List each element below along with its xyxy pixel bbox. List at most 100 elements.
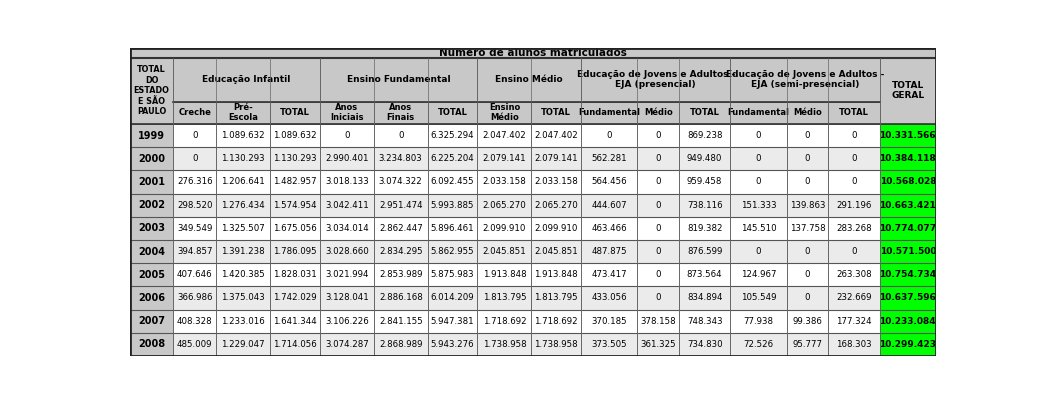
Text: TOTAL
GERAL: TOTAL GERAL bbox=[891, 81, 925, 100]
Text: 5.896.461: 5.896.461 bbox=[431, 224, 474, 233]
Text: 5.875.983: 5.875.983 bbox=[431, 270, 474, 279]
Text: 0: 0 bbox=[805, 131, 810, 140]
Bar bbox=[638, 263, 679, 286]
Bar bbox=[638, 124, 679, 147]
Text: 2000: 2000 bbox=[138, 154, 165, 164]
Bar bbox=[828, 124, 880, 147]
Text: 0: 0 bbox=[851, 178, 857, 186]
Text: 0: 0 bbox=[655, 201, 661, 210]
Text: 1.420.385: 1.420.385 bbox=[222, 270, 265, 279]
Text: 10.331.566: 10.331.566 bbox=[880, 131, 936, 140]
Bar bbox=[270, 124, 320, 147]
Text: 819.382: 819.382 bbox=[686, 224, 723, 233]
Text: 366.986: 366.986 bbox=[177, 294, 212, 302]
Bar bbox=[880, 310, 936, 333]
Text: 2007: 2007 bbox=[138, 316, 165, 326]
Text: 0: 0 bbox=[606, 131, 612, 140]
Text: Pré-
Escola: Pré- Escola bbox=[228, 103, 258, 122]
Text: 283.268: 283.268 bbox=[836, 224, 872, 233]
Bar bbox=[638, 217, 679, 240]
Text: 876.599: 876.599 bbox=[687, 247, 723, 256]
Bar bbox=[373, 310, 427, 333]
Bar bbox=[679, 194, 730, 217]
Bar bbox=[373, 170, 427, 194]
Text: 1.482.957: 1.482.957 bbox=[274, 178, 317, 186]
Bar bbox=[373, 194, 427, 217]
Bar bbox=[581, 333, 638, 356]
Bar bbox=[130, 263, 173, 286]
Bar bbox=[730, 217, 786, 240]
Bar bbox=[730, 333, 786, 356]
Bar bbox=[531, 286, 581, 310]
Text: Educação de Jovens e Adultos -
EJA (presencial): Educação de Jovens e Adultos - EJA (pres… bbox=[576, 70, 735, 89]
Text: 361.325: 361.325 bbox=[641, 340, 676, 349]
Bar bbox=[786, 124, 828, 147]
Text: 5.943.276: 5.943.276 bbox=[431, 340, 474, 349]
Text: TOTAL: TOTAL bbox=[280, 108, 310, 117]
Bar bbox=[173, 124, 216, 147]
Bar bbox=[173, 240, 216, 263]
Text: 373.505: 373.505 bbox=[592, 340, 627, 349]
Bar bbox=[216, 286, 270, 310]
Bar bbox=[477, 263, 531, 286]
Text: 2.990.401: 2.990.401 bbox=[326, 154, 368, 163]
Text: 1.130.293: 1.130.293 bbox=[274, 154, 317, 163]
Text: 394.857: 394.857 bbox=[177, 247, 212, 256]
Bar bbox=[270, 310, 320, 333]
Bar bbox=[531, 217, 581, 240]
Text: 10.663.421: 10.663.421 bbox=[880, 201, 936, 210]
Bar bbox=[679, 102, 730, 124]
Text: 0: 0 bbox=[851, 131, 857, 140]
Text: 2.951.474: 2.951.474 bbox=[379, 201, 422, 210]
Bar bbox=[679, 286, 730, 310]
Bar bbox=[130, 194, 173, 217]
Text: 2004: 2004 bbox=[138, 246, 165, 257]
Text: Médio: Médio bbox=[644, 108, 673, 117]
Bar bbox=[270, 286, 320, 310]
Bar bbox=[427, 333, 477, 356]
Bar bbox=[427, 194, 477, 217]
Bar bbox=[730, 286, 786, 310]
Bar bbox=[581, 102, 638, 124]
Text: Fundamental: Fundamental bbox=[578, 108, 641, 117]
Bar bbox=[477, 58, 581, 102]
Text: 10.754.734: 10.754.734 bbox=[879, 270, 936, 279]
Text: 564.456: 564.456 bbox=[592, 178, 627, 186]
Text: 1.718.692: 1.718.692 bbox=[535, 317, 578, 326]
Text: 5.993.885: 5.993.885 bbox=[431, 201, 474, 210]
Text: Ensino Fundamental: Ensino Fundamental bbox=[347, 75, 450, 84]
Bar bbox=[477, 170, 531, 194]
Bar bbox=[373, 333, 427, 356]
Bar bbox=[828, 170, 880, 194]
Bar bbox=[730, 310, 786, 333]
Bar bbox=[786, 263, 828, 286]
Text: 2.853.989: 2.853.989 bbox=[379, 270, 422, 279]
Bar bbox=[786, 286, 828, 310]
Bar bbox=[270, 102, 320, 124]
Bar bbox=[679, 124, 730, 147]
Text: 873.564: 873.564 bbox=[686, 270, 723, 279]
Bar bbox=[270, 217, 320, 240]
Text: 1.375.043: 1.375.043 bbox=[222, 294, 265, 302]
Text: 487.875: 487.875 bbox=[592, 247, 627, 256]
Text: 0: 0 bbox=[805, 178, 810, 186]
Text: TOTAL: TOTAL bbox=[690, 108, 720, 117]
Text: 3.042.411: 3.042.411 bbox=[324, 201, 369, 210]
Bar bbox=[531, 263, 581, 286]
Text: 0: 0 bbox=[805, 247, 810, 256]
Text: TOTAL: TOTAL bbox=[839, 108, 868, 117]
Text: 2.862.447: 2.862.447 bbox=[379, 224, 422, 233]
Bar bbox=[427, 102, 477, 124]
Bar bbox=[828, 263, 880, 286]
Text: TOTAL: TOTAL bbox=[438, 108, 468, 117]
Text: 1.714.056: 1.714.056 bbox=[274, 340, 317, 349]
Bar bbox=[581, 194, 638, 217]
Bar bbox=[828, 333, 880, 356]
Bar bbox=[730, 147, 786, 170]
Bar bbox=[638, 240, 679, 263]
Bar bbox=[880, 217, 936, 240]
Bar bbox=[581, 217, 638, 240]
Text: 1.718.692: 1.718.692 bbox=[483, 317, 526, 326]
Text: Anos
Finais: Anos Finais bbox=[387, 103, 415, 122]
Text: 10.774.077: 10.774.077 bbox=[879, 224, 936, 233]
